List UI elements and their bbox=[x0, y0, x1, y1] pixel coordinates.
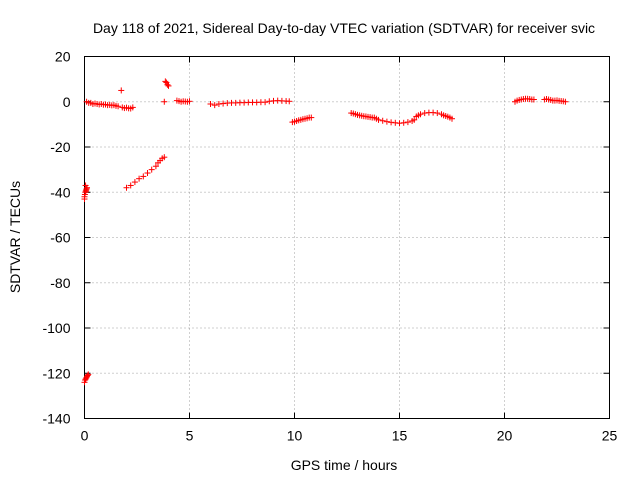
x-tick-label: 0 bbox=[81, 428, 89, 444]
data-point bbox=[85, 371, 92, 378]
data-point bbox=[84, 372, 91, 379]
chart-title: Day 118 of 2021, Sidereal Day-to-day VTE… bbox=[93, 20, 595, 36]
data-point bbox=[379, 117, 386, 124]
y-tick-label: -80 bbox=[50, 275, 70, 291]
data-series bbox=[81, 78, 569, 386]
data-point bbox=[434, 110, 441, 117]
data-point bbox=[131, 179, 138, 186]
x-tick-label: 15 bbox=[392, 428, 408, 444]
data-point bbox=[162, 78, 169, 85]
data-point bbox=[286, 98, 293, 105]
data-point bbox=[449, 115, 455, 122]
data-point bbox=[207, 101, 214, 108]
data-point bbox=[411, 116, 418, 123]
data-point bbox=[164, 81, 171, 88]
x-tick-label: 20 bbox=[497, 428, 513, 444]
y-tick-label: -120 bbox=[42, 365, 70, 381]
y-tick-label: -60 bbox=[50, 230, 70, 246]
grid bbox=[84, 56, 610, 419]
x-tick-label: 5 bbox=[186, 428, 194, 444]
data-point bbox=[161, 154, 168, 161]
data-point bbox=[118, 87, 125, 94]
data-point bbox=[262, 99, 269, 106]
y-tick-label: -40 bbox=[50, 184, 70, 200]
data-point bbox=[127, 182, 134, 189]
data-point bbox=[404, 119, 411, 126]
data-point bbox=[211, 102, 218, 109]
y-tick-label: -20 bbox=[50, 139, 70, 155]
y-axis-label: SDTVAR / TECUs bbox=[7, 181, 23, 293]
axis-ticks bbox=[84, 56, 610, 419]
data-point bbox=[161, 98, 168, 105]
data-point bbox=[123, 184, 130, 191]
y-axis-tick-labels: 20 0 -20 -40 -60 -80 -100 -120 -140 bbox=[42, 49, 70, 427]
x-axis-tick-labels: 0 5 10 15 20 25 bbox=[81, 428, 618, 444]
data-point bbox=[148, 166, 155, 173]
data-point bbox=[417, 111, 424, 118]
data-point bbox=[383, 118, 390, 125]
data-point bbox=[375, 116, 382, 123]
y-tick-label: -100 bbox=[42, 320, 70, 336]
y-tick-label: 0 bbox=[63, 94, 71, 110]
data-point bbox=[165, 82, 172, 89]
data-point bbox=[152, 163, 159, 170]
plot-frame bbox=[84, 56, 610, 419]
data-point bbox=[115, 103, 122, 110]
data-point bbox=[140, 173, 147, 180]
data-point bbox=[400, 119, 407, 126]
data-point bbox=[129, 104, 136, 111]
data-point bbox=[186, 98, 193, 105]
y-tick-label: 20 bbox=[55, 49, 71, 65]
data-point bbox=[136, 175, 143, 182]
data-point bbox=[82, 182, 89, 189]
x-tick-label: 25 bbox=[602, 428, 618, 444]
x-tick-label: 10 bbox=[287, 428, 303, 444]
data-point bbox=[562, 98, 569, 105]
data-point bbox=[308, 114, 315, 121]
data-point bbox=[144, 170, 151, 177]
x-axis-label: GPS time / hours bbox=[291, 457, 398, 473]
y-tick-label: -140 bbox=[42, 411, 70, 427]
data-point bbox=[530, 96, 537, 103]
data-point bbox=[81, 196, 88, 203]
